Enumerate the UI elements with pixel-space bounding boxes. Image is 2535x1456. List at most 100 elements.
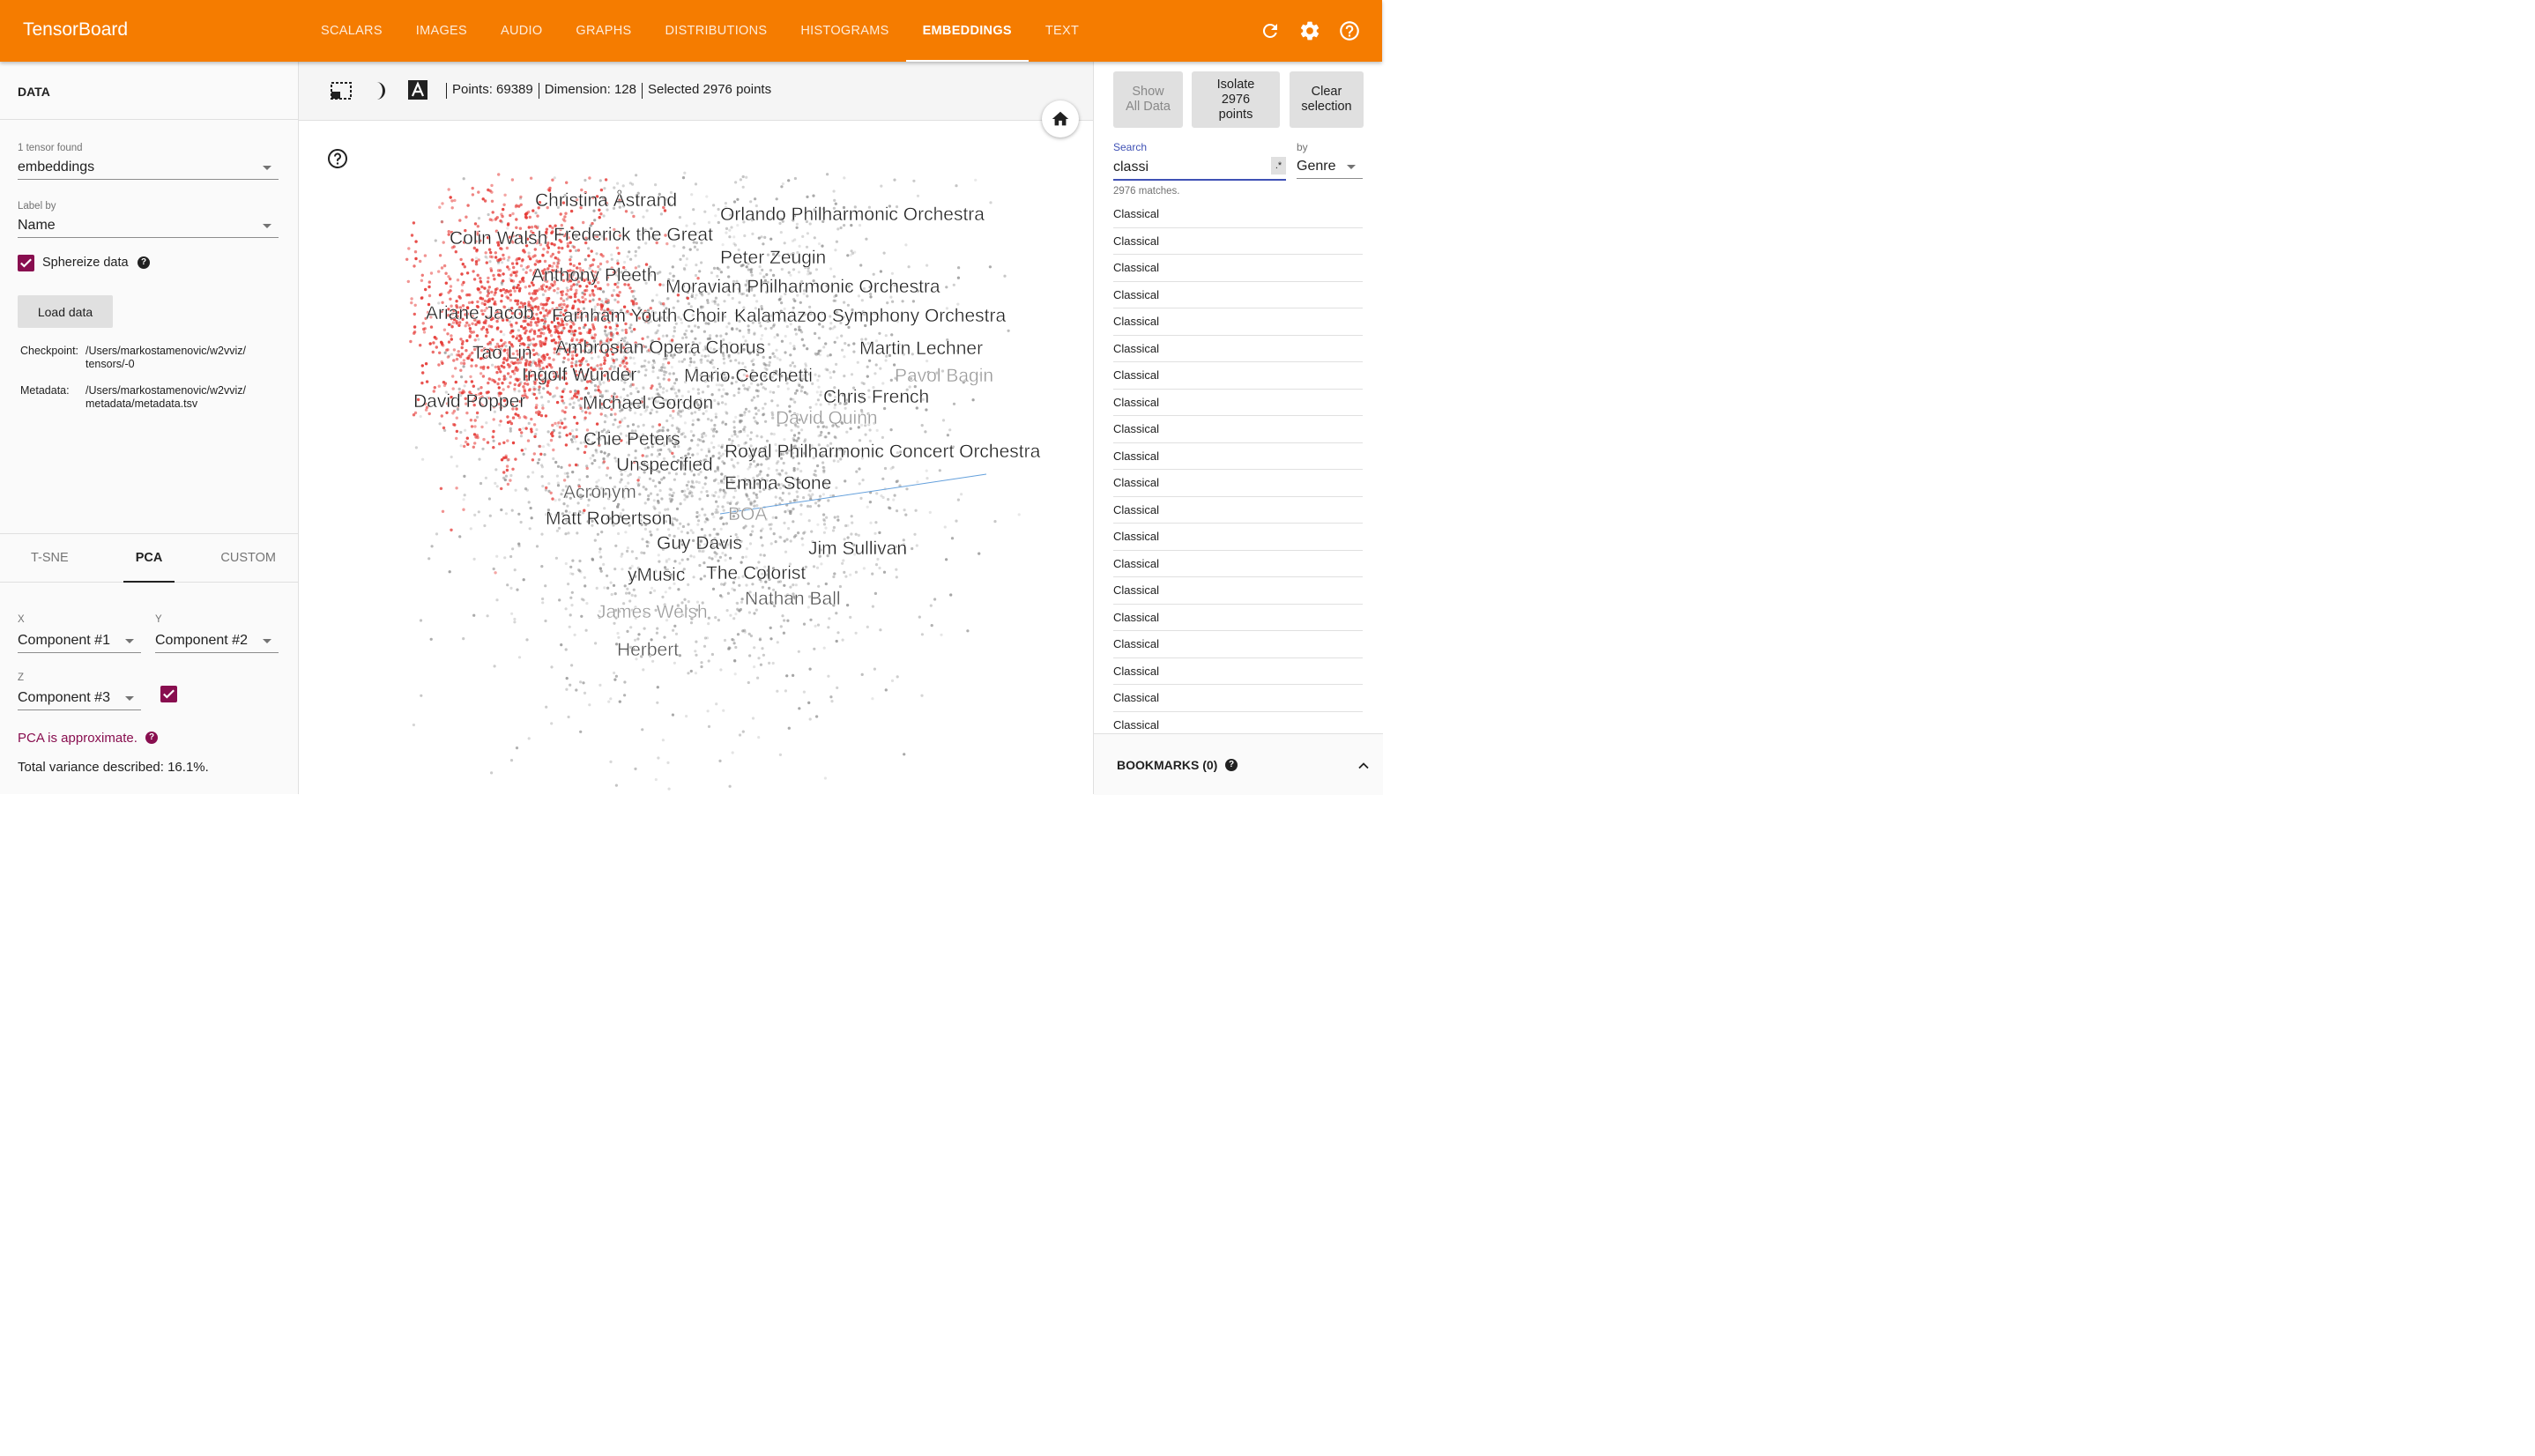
search-result-item[interactable]: Classical (1113, 577, 1363, 605)
help-icon[interactable] (1336, 18, 1363, 44)
search-result-item[interactable]: Classical (1113, 255, 1363, 282)
search-result-item[interactable]: Classical (1113, 551, 1363, 577)
search-result-item[interactable]: Classical (1113, 685, 1363, 712)
search-by-select[interactable]: Genre (1297, 155, 1363, 179)
tensor-select[interactable]: embeddings (18, 156, 279, 180)
z-component-checkbox[interactable] (160, 686, 177, 702)
search-result-item[interactable]: Classical (1113, 712, 1363, 734)
point-label[interactable]: Christina Åstrand (535, 190, 677, 211)
point-label[interactable]: The Colorist (706, 563, 807, 583)
point-label[interactable]: yMusic (628, 565, 686, 585)
label-by-label: Label by (18, 201, 56, 212)
night-mode-icon[interactable] (368, 79, 390, 102)
y-component-select[interactable]: Component #2 (155, 629, 279, 653)
tab-images[interactable]: IMAGES (415, 24, 467, 38)
home-view-button[interactable] (1042, 100, 1079, 137)
tab-histograms[interactable]: HISTOGRAMS (800, 24, 889, 38)
z-component-label: Z (18, 672, 25, 683)
point-label[interactable]: Guy Davis (657, 533, 742, 553)
tab-scalars[interactable]: SCALARS (321, 24, 383, 38)
point-label[interactable]: Royal Philharmonic Concert Orchestra (725, 442, 1041, 462)
load-data-button[interactable]: Load data (18, 295, 113, 328)
tab-tsne[interactable]: T-SNE (30, 551, 69, 565)
isolate-points-button[interactable]: Isolate 2976 points (1192, 71, 1280, 128)
point-label[interactable]: Mario Cecchetti (684, 366, 813, 386)
x-component-select[interactable]: Component #1 (18, 629, 141, 653)
point-label[interactable]: Chie Peters (584, 429, 680, 449)
point-label[interactable]: David Popper (413, 391, 526, 412)
search-input[interactable] (1113, 156, 1286, 181)
point-label[interactable]: Chris French (823, 387, 930, 407)
help-icon[interactable]: ? (1225, 759, 1238, 771)
point-label[interactable]: David Quinn (776, 408, 878, 428)
point-label[interactable]: BOA (728, 504, 768, 524)
search-result-item[interactable]: Classical (1113, 336, 1363, 362)
point-label[interactable]: Anthony Pleeth (532, 265, 658, 286)
tab-custom[interactable]: CUSTOM (220, 551, 276, 565)
search-result-item[interactable]: Classical (1113, 443, 1363, 470)
tab-graphs[interactable]: GRAPHS (576, 24, 632, 38)
point-label[interactable]: Matt Robertson (546, 509, 673, 529)
search-result-item[interactable]: Classical (1113, 605, 1363, 631)
show-all-data-button[interactable]: Show All Data (1113, 71, 1183, 128)
search-result-item[interactable]: Classical (1113, 228, 1363, 255)
projector-view: Points: 69389 Dimension: 128 Selected 29… (299, 62, 1093, 794)
help-icon[interactable]: ? (138, 256, 150, 269)
projector-toolbar: Points: 69389 Dimension: 128 Selected 29… (299, 62, 1093, 121)
sphereize-checkbox[interactable] (18, 255, 34, 271)
search-result-item[interactable]: Classical (1113, 308, 1363, 336)
chevron-up-icon[interactable] (1355, 757, 1372, 775)
point-label[interactable]: Colin Walsh (450, 228, 548, 249)
point-label[interactable]: Moravian Philharmonic Orchestra (665, 277, 940, 297)
clear-selection-button[interactable]: Clear selection (1290, 71, 1364, 128)
y-component-value: Component #2 (155, 633, 248, 648)
point-label[interactable]: Orlando Philharmonic Orchestra (720, 204, 985, 225)
help-icon[interactable]: ? (145, 732, 158, 744)
refresh-icon[interactable] (1257, 18, 1283, 44)
point-label[interactable]: Tao Lin (472, 343, 532, 363)
tab-distributions[interactable]: DISTRIBUTIONS (665, 24, 768, 38)
tab-audio[interactable]: AUDIO (501, 24, 543, 38)
point-label[interactable]: Michael Gordon (583, 393, 714, 413)
search-result-item[interactable]: Classical (1113, 524, 1363, 551)
label-by-select[interactable]: Name (18, 214, 279, 238)
search-result-item[interactable]: Classical (1113, 658, 1363, 685)
point-label[interactable]: Unspecified (616, 455, 713, 475)
point-label[interactable]: Herbert (617, 640, 680, 660)
tab-text[interactable]: TEXT (1044, 24, 1080, 38)
search-by-value: Genre (1297, 159, 1336, 174)
tab-embeddings[interactable]: EMBEDDINGS (905, 0, 1030, 62)
search-result-item[interactable]: Classical (1113, 470, 1363, 497)
point-label[interactable]: Ariane Jacob (426, 303, 534, 323)
point-label[interactable]: James Welsh (597, 602, 708, 622)
point-label[interactable]: Peter Zeugin (720, 248, 827, 268)
point-label[interactable]: Jim Sullivan (808, 539, 907, 559)
search-result-item[interactable]: Classical (1113, 631, 1363, 658)
help-icon[interactable] (327, 148, 347, 168)
point-label[interactable]: Kalamazoo Symphony Orchestra (734, 306, 1007, 326)
point-label[interactable]: Acronym (563, 482, 636, 502)
regex-toggle-button[interactable]: .* (1271, 157, 1286, 175)
point-label[interactable]: Martin Lechner (859, 338, 983, 359)
selection-box-icon[interactable] (330, 79, 353, 102)
z-component-select[interactable]: Component #3 (18, 687, 141, 710)
point-label[interactable]: Farnham Youth Choir (552, 306, 727, 326)
point-label[interactable]: Frederick the Great (554, 225, 713, 245)
search-result-item[interactable]: Classical (1113, 390, 1363, 416)
point-label[interactable]: Ambrosian Opera Chorus (555, 338, 766, 358)
tab-pca[interactable]: PCA (100, 534, 199, 583)
search-result-item[interactable]: Classical (1113, 416, 1363, 443)
search-result-item[interactable]: Classical (1113, 497, 1363, 524)
point-label[interactable]: Nathan Ball (745, 589, 841, 609)
x-component-value: Component #1 (18, 633, 110, 648)
point-label[interactable]: Pavol Bagin (895, 366, 993, 386)
point-label[interactable]: Ingolf Wunder (522, 365, 637, 385)
embedding-scatter-plot[interactable]: Christina Åstrand Orlando Philharmonic Or… (299, 120, 1093, 794)
search-result-item[interactable]: Classical (1113, 362, 1363, 390)
search-result-item[interactable]: Classical (1113, 201, 1363, 228)
labels-toggle-icon[interactable] (407, 79, 430, 102)
search-result-item[interactable]: Classical (1113, 282, 1363, 308)
button-label: 2976 (1221, 92, 1251, 107)
settings-icon[interactable] (1297, 18, 1323, 44)
point-label[interactable]: Emma Stone (725, 473, 832, 494)
